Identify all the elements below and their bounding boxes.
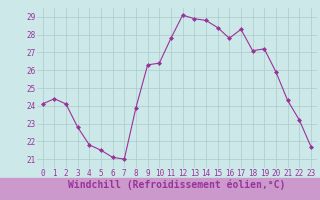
X-axis label: Windchill (Refroidissement éolien,°C): Windchill (Refroidissement éolien,°C) bbox=[68, 180, 285, 190]
